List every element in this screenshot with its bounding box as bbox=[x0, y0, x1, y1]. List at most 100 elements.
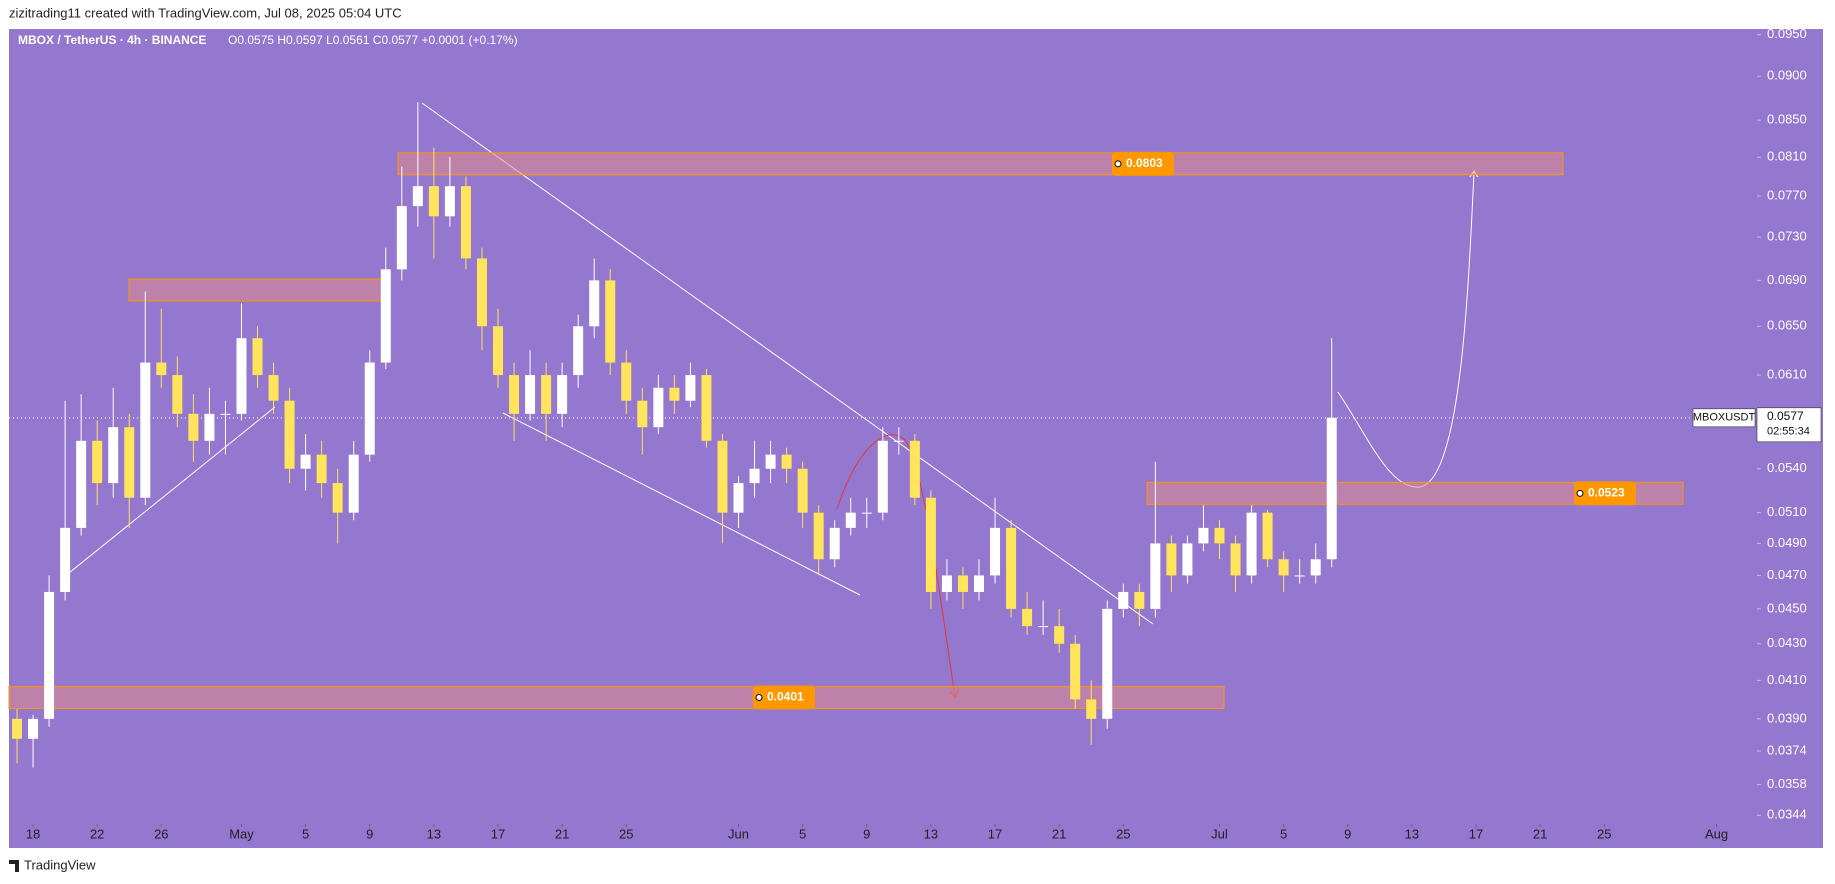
candle-body bbox=[108, 427, 119, 484]
x-tick-label: May bbox=[229, 826, 254, 841]
candle-body bbox=[845, 512, 856, 528]
candle-body bbox=[557, 375, 568, 414]
candle-body bbox=[1134, 591, 1145, 609]
level-dot bbox=[1576, 489, 1584, 497]
candle-body bbox=[28, 718, 39, 739]
y-tick-label: 0.0810 bbox=[1767, 149, 1807, 164]
candle-body bbox=[1182, 543, 1193, 576]
y-tick-label: 0.0900 bbox=[1767, 68, 1807, 83]
x-tick-label: 13 bbox=[427, 826, 441, 841]
candle-body bbox=[589, 280, 600, 327]
candle-body bbox=[220, 413, 231, 415]
x-tick-label: 25 bbox=[619, 826, 633, 841]
x-tick-label: 25 bbox=[1597, 826, 1611, 841]
x-tick-label: 17 bbox=[491, 826, 505, 841]
candle-body bbox=[1022, 608, 1033, 627]
y-tick-label: 0.0430 bbox=[1767, 635, 1807, 650]
symbol-tag bbox=[1692, 408, 1756, 428]
candle-body bbox=[1038, 626, 1049, 628]
candle-body bbox=[990, 527, 1001, 576]
logo bbox=[9, 860, 19, 872]
candle-body bbox=[893, 440, 904, 442]
candle-body bbox=[829, 527, 840, 560]
candle-body bbox=[573, 326, 584, 376]
y-tick-label: 0.0690 bbox=[1767, 272, 1807, 287]
candle-body bbox=[1198, 527, 1209, 544]
candle-body bbox=[957, 575, 968, 592]
candle-body bbox=[1278, 559, 1289, 576]
candle-body bbox=[701, 375, 712, 441]
candle-body bbox=[525, 375, 536, 414]
candle-body bbox=[637, 400, 648, 428]
candle-body bbox=[1294, 575, 1305, 577]
x-tick-label: 5 bbox=[799, 826, 806, 841]
candle-body bbox=[1310, 559, 1321, 576]
y-tick-label: 0.0410 bbox=[1767, 672, 1807, 687]
x-tick-label: 17 bbox=[1469, 826, 1483, 841]
x-tick-label: Jul bbox=[1211, 826, 1228, 841]
candle-body bbox=[509, 375, 520, 414]
x-tick-label: 5 bbox=[1280, 826, 1287, 841]
trendline bbox=[63, 406, 276, 578]
candle-body bbox=[396, 206, 407, 270]
candle-body bbox=[300, 454, 311, 469]
candle-body bbox=[493, 326, 504, 376]
candle-body bbox=[428, 186, 439, 217]
x-tick-label: Jun bbox=[728, 826, 749, 841]
candle-body bbox=[124, 427, 135, 498]
projection-arrow bbox=[1337, 172, 1474, 488]
y-tick-label: 0.0610 bbox=[1767, 367, 1807, 382]
candle-body bbox=[861, 512, 872, 514]
level-dot bbox=[755, 693, 763, 701]
candle-body bbox=[460, 186, 471, 259]
candle-body bbox=[797, 468, 808, 513]
symbol-tag-label: MBOXUSDT bbox=[1693, 412, 1756, 424]
y-tick-label: 0.0450 bbox=[1767, 600, 1807, 615]
candle-body bbox=[1230, 543, 1241, 576]
x-tick-label: 5 bbox=[302, 826, 309, 841]
trendline bbox=[421, 102, 1154, 625]
level-label: 0.0523 bbox=[1588, 485, 1625, 499]
candle-body bbox=[172, 375, 183, 414]
candle-body bbox=[1054, 626, 1065, 644]
candle-body bbox=[717, 440, 728, 513]
candle-body bbox=[941, 575, 952, 592]
candle-body bbox=[364, 362, 375, 455]
candle-body bbox=[621, 362, 632, 401]
candle-body bbox=[781, 454, 792, 469]
zone bbox=[8, 685, 1225, 709]
candle-body bbox=[348, 454, 359, 513]
candle-body bbox=[284, 400, 295, 469]
x-tick-label: 22 bbox=[90, 826, 104, 841]
candle-body bbox=[765, 454, 776, 469]
x-tick-label: 21 bbox=[1052, 826, 1066, 841]
x-tick-label: 21 bbox=[555, 826, 569, 841]
candle-body bbox=[444, 186, 455, 217]
countdown: 02:55:34 bbox=[1767, 426, 1810, 438]
y-tick-label: 0.0540 bbox=[1767, 460, 1807, 475]
x-tick-label: Aug bbox=[1705, 826, 1728, 841]
y-tick-label: 0.0374 bbox=[1767, 742, 1807, 757]
x-tick-label: 13 bbox=[1405, 826, 1419, 841]
candle-body bbox=[925, 497, 936, 592]
candle-body bbox=[236, 338, 247, 414]
candle-body bbox=[1118, 591, 1129, 609]
candle-body bbox=[1102, 608, 1113, 719]
candle-body bbox=[380, 269, 391, 363]
candle-body bbox=[749, 468, 760, 484]
candle-body bbox=[332, 483, 343, 513]
x-tick-label: 21 bbox=[1533, 826, 1547, 841]
candle-body bbox=[60, 527, 71, 592]
x-tick-label: 9 bbox=[863, 826, 870, 841]
price-tag-label: 0.0577 bbox=[1767, 409, 1804, 423]
y-tick-label: 0.0730 bbox=[1767, 229, 1807, 244]
candle-body bbox=[188, 413, 199, 441]
zone bbox=[397, 152, 1564, 176]
x-tick-label: 9 bbox=[1344, 826, 1351, 841]
candle-body bbox=[1326, 417, 1337, 560]
level-tag bbox=[753, 685, 815, 710]
candle-body bbox=[909, 440, 920, 498]
price-tag bbox=[1756, 407, 1822, 443]
pane bbox=[9, 29, 1823, 848]
